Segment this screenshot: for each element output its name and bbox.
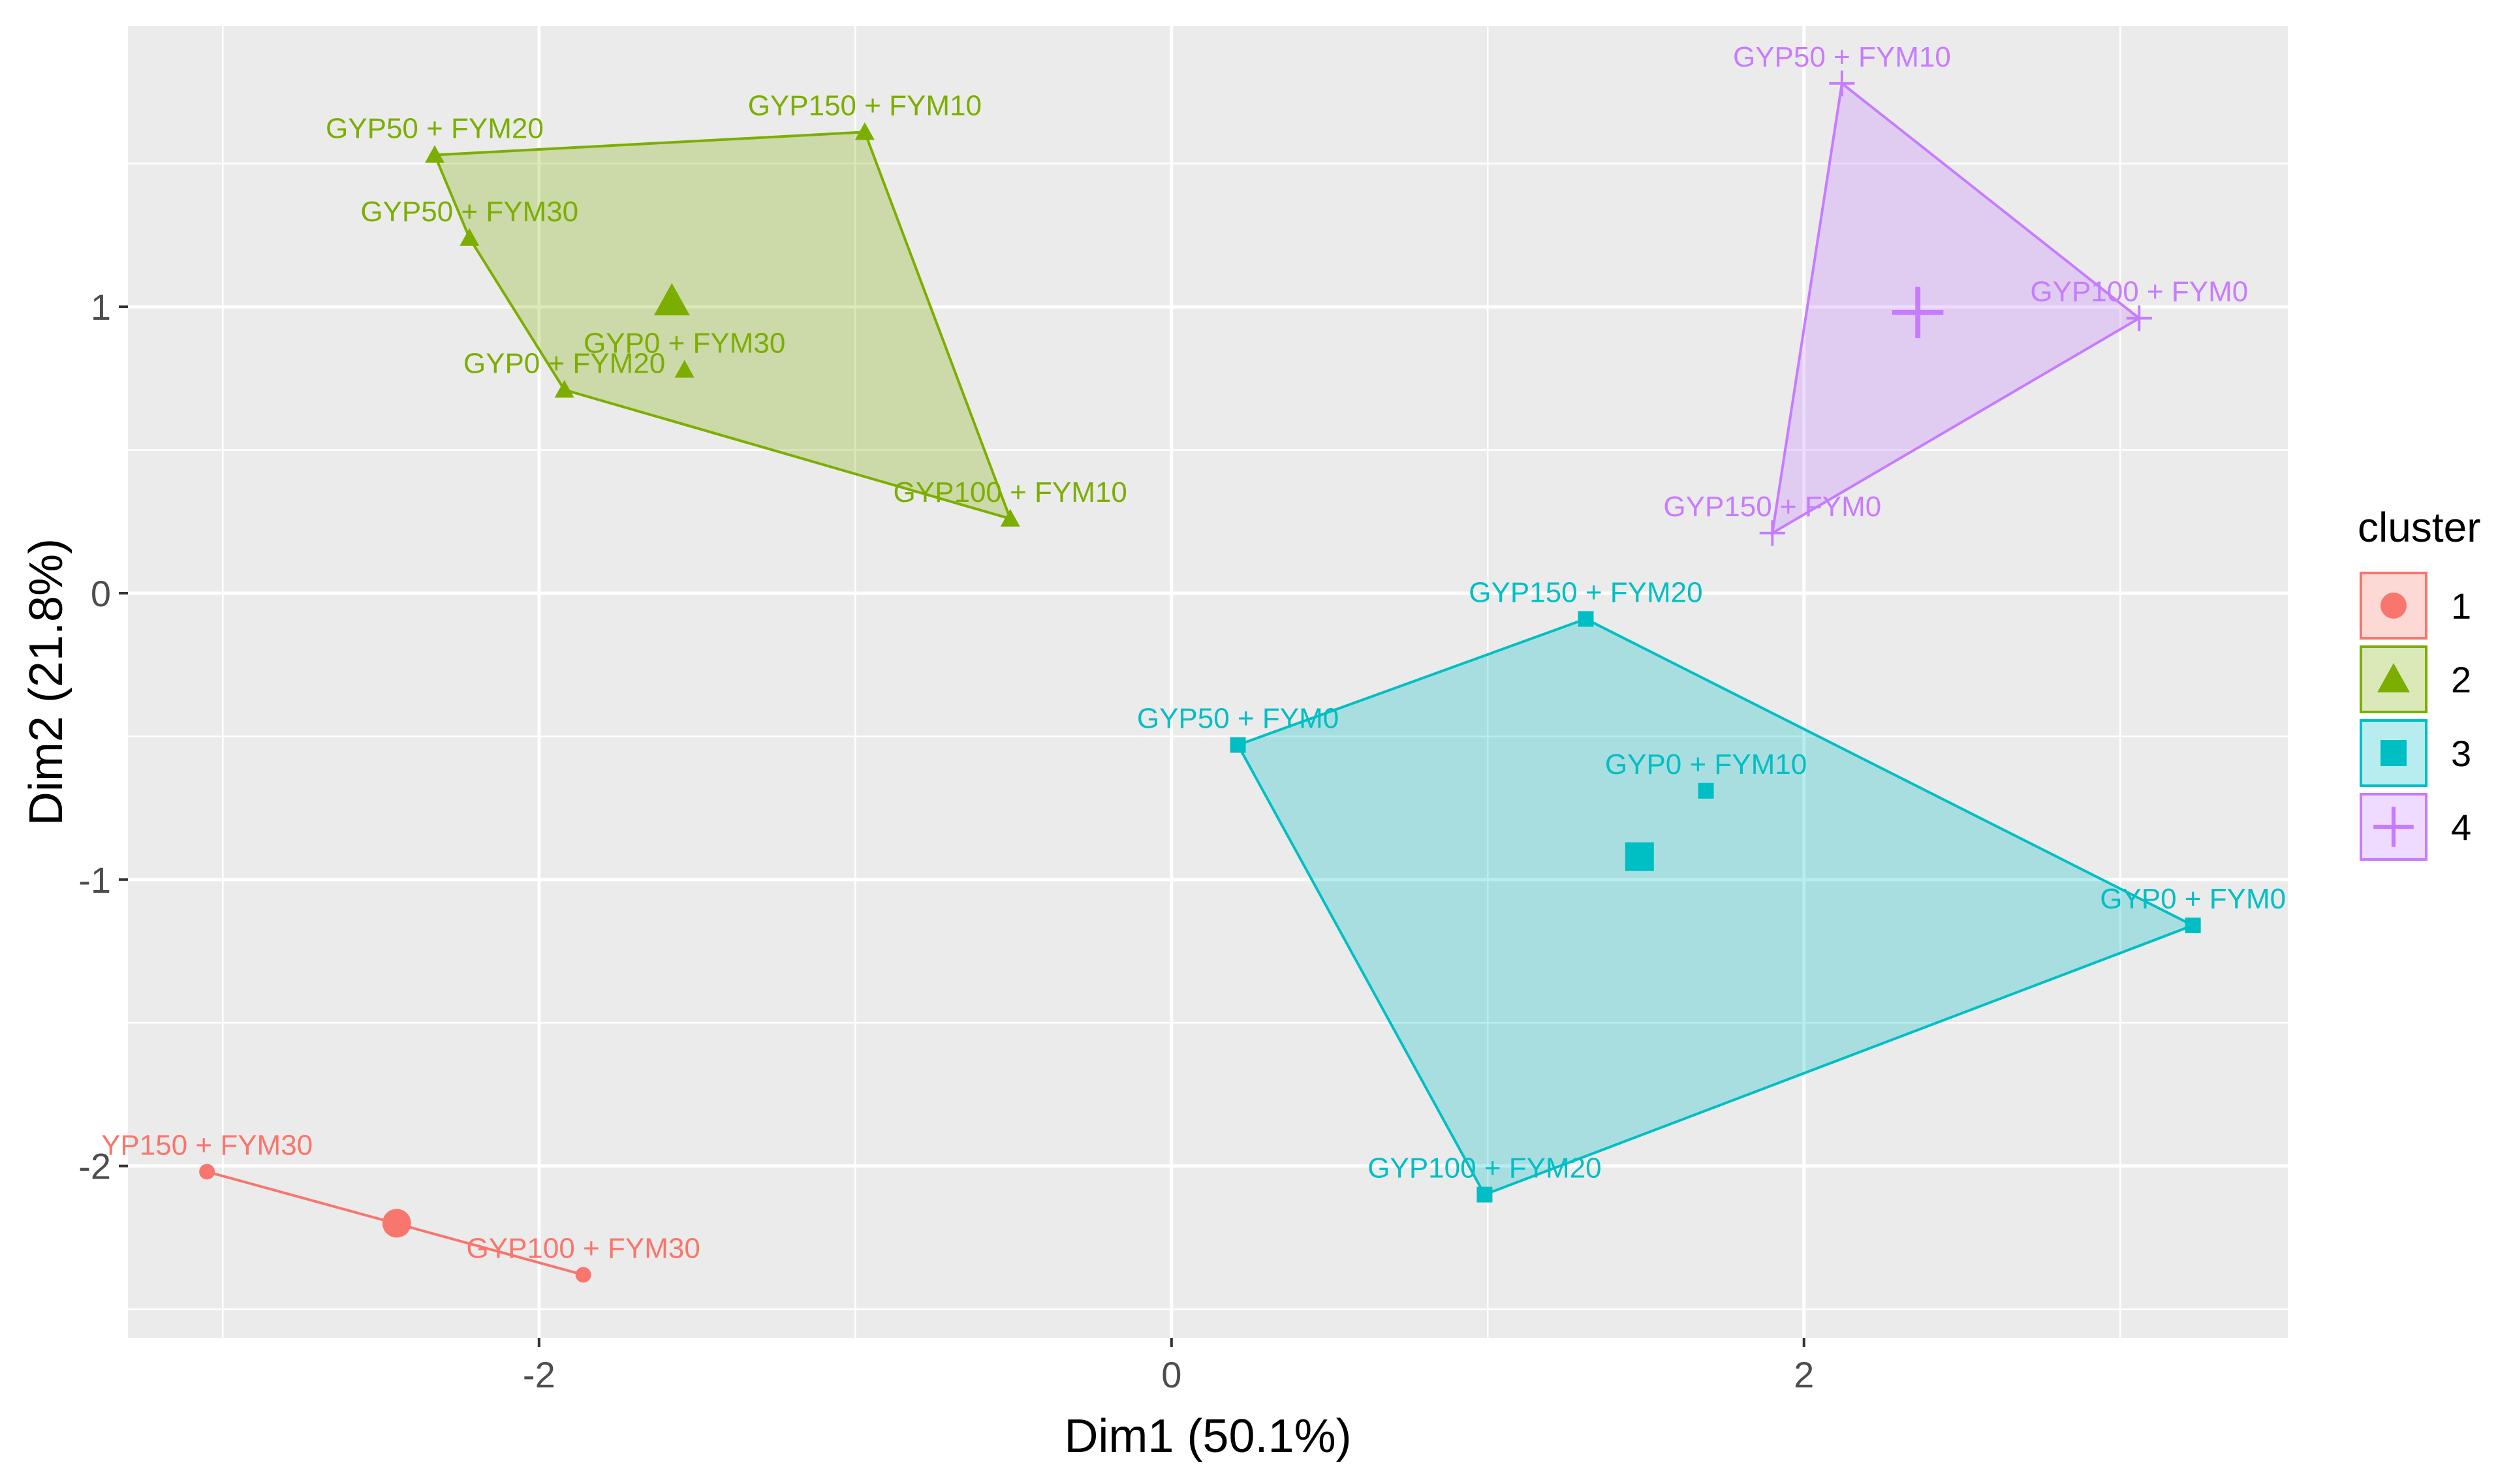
major-gridlines xyxy=(128,26,2288,1338)
cluster-4-point-label: GYP150 + FYM0 xyxy=(1663,491,1881,523)
cluster-4-point-label: GYP50 + FYM10 xyxy=(1733,41,1951,73)
cluster-2-point-label: GYP150 + FYM10 xyxy=(748,89,982,121)
cluster-2-point-label: GYP0 + FYM20 xyxy=(463,347,665,379)
cluster-4-point xyxy=(1759,520,1785,546)
y-tick-label: -1 xyxy=(78,859,111,901)
cluster-3-point xyxy=(1698,782,1714,799)
cluster-3-point-label: GYP50 + FYM0 xyxy=(1137,703,1339,735)
cluster-4-hull xyxy=(1770,81,2142,536)
cluster-4-point xyxy=(2126,305,2152,332)
cluster-2-point-label: GYP0 + FYM30 xyxy=(584,328,785,360)
cluster-2-point xyxy=(460,228,480,246)
legend: cluster 1 2 3 4 xyxy=(2358,504,2481,861)
data-points xyxy=(199,70,2201,1283)
x-tick-label: 2 xyxy=(1794,1354,1814,1395)
y-tick-label: -2 xyxy=(78,1146,111,1187)
cluster-2-point xyxy=(1000,508,1020,527)
cluster-1-center xyxy=(382,1209,411,1238)
cluster-1-point-label: YP150 + FYM30 xyxy=(101,1129,313,1161)
legend-label-2: 2 xyxy=(2451,659,2471,700)
cluster-1-point xyxy=(575,1267,591,1283)
cluster-2-point-label: GYP50 + FYM20 xyxy=(326,112,544,144)
minor-gridlines xyxy=(128,26,2288,1338)
cluster-2-point-label: GYP50 + FYM30 xyxy=(360,196,578,228)
cluster-4-center xyxy=(1892,286,1944,339)
cluster-3-point xyxy=(1476,1186,1493,1203)
cluster-3-center xyxy=(1625,842,1654,871)
axes: -2 0 2 -2 -1 0 1 xyxy=(78,286,1814,1395)
cluster-2-point xyxy=(554,380,574,398)
cluster-3-point xyxy=(1230,737,1246,753)
cluster-2-point xyxy=(854,122,875,140)
legend-symbol-4 xyxy=(2373,807,2414,847)
cluster-3-point-label: GYP0 + FYM0 xyxy=(2100,883,2286,915)
cluster-4-point xyxy=(1829,70,1855,97)
cluster-1-point xyxy=(199,1164,215,1180)
y-tick-label: 1 xyxy=(91,286,111,328)
cluster-4-point-label: GYP100 + FYM0 xyxy=(2030,276,2248,308)
cluster-2-point-label: GYP100 + FYM10 xyxy=(894,476,1127,508)
panel-background xyxy=(128,26,2288,1338)
cluster-3-point-label: GYP0 + FYM10 xyxy=(1605,749,1807,781)
point-labels: YP150 + FYM30 GYP100 + FYM30 GYP50 + FYM20… xyxy=(101,41,2286,1265)
legend-symbol-2 xyxy=(2377,663,2410,692)
cluster-hulls xyxy=(206,81,2196,1276)
cluster-2-hull xyxy=(433,131,1012,521)
cluster-1-point-label: GYP100 + FYM30 xyxy=(467,1232,700,1264)
legend-symbol-1 xyxy=(2380,593,2407,619)
cluster-2-point xyxy=(424,145,445,163)
legend-label-1: 1 xyxy=(2451,585,2471,626)
y-axis-title: Dim2 (21.8%) xyxy=(20,538,72,826)
x-tick-label: -2 xyxy=(523,1354,555,1395)
legend-label-3: 3 xyxy=(2451,733,2471,774)
cluster-centers xyxy=(382,283,1944,1238)
x-axis-title: Dim1 (50.1%) xyxy=(1064,1410,1351,1462)
legend-label-4: 4 xyxy=(2451,807,2471,848)
cluster-2-point xyxy=(674,360,695,378)
cluster-3-point xyxy=(1578,611,1594,627)
legend-title: cluster xyxy=(2358,504,2481,551)
x-tick-label: 0 xyxy=(1161,1354,1181,1395)
legend-symbol-3 xyxy=(2380,740,2407,766)
cluster-2-center xyxy=(653,283,690,316)
y-tick-label: 0 xyxy=(91,573,111,614)
cluster-3-point xyxy=(2185,918,2201,934)
cluster-3-point-label: GYP100 + FYM20 xyxy=(1367,1152,1601,1184)
cluster-3-point-label: GYP150 + FYM20 xyxy=(1469,576,1702,608)
